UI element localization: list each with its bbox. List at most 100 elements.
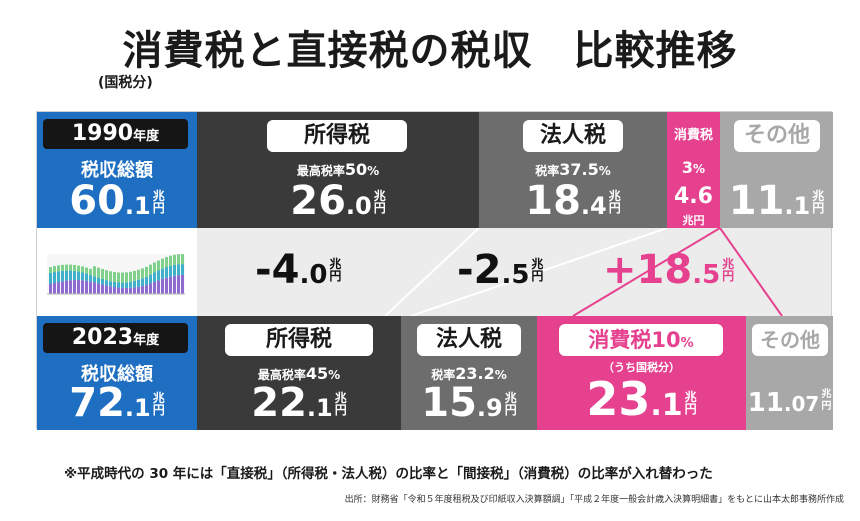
mini-chart-bar-segment (149, 274, 152, 284)
income-2023-rate: 最高税率45% (197, 364, 401, 383)
mini-chart-bar-segment (93, 282, 96, 294)
corp-connector-right (410, 228, 668, 316)
mini-chart-bar-segment (77, 280, 80, 294)
corp-1990-rate: 税率37.5% (479, 160, 667, 179)
consumption-1990-rate-unit: % (693, 162, 706, 176)
consumption-2023-value: 23.1 兆円 (537, 372, 746, 426)
other-2023-dec: .07 (783, 392, 820, 416)
corp-1990-rate-unit: % (598, 164, 611, 178)
mini-chart-bar-segment (77, 265, 80, 272)
total-2023-label: 税収総額 (81, 364, 153, 385)
mini-chart-bar-segment (153, 281, 156, 294)
mini-chart-bar-segment (133, 287, 136, 294)
mini-chart-bar-segment (153, 262, 156, 273)
mini-chart-bar-segment (69, 264, 72, 271)
consumption-2023-cell: 消費税10% （うち国税分） 23.1 兆円 (537, 316, 746, 430)
mini-chart-bar-segment (181, 254, 184, 265)
total-1990-value: 60.1 兆円 (37, 178, 197, 224)
unit-label: 兆円 (152, 391, 165, 417)
corp-1990-dec: .4 (580, 192, 607, 220)
year-1990-suffix: 年度 (133, 129, 160, 144)
consumption-2023-int: 23 (586, 372, 651, 426)
mini-chart-bar-segment (49, 273, 52, 284)
unit-label: 兆円 (684, 390, 697, 416)
mini-chart-bar-segment (65, 264, 68, 271)
consumption-change-int: +18 (603, 247, 693, 293)
mini-chart-bar-segment (85, 280, 88, 294)
mini-chart-bar-segment (173, 275, 176, 294)
mini-chart-bar-segment (109, 281, 112, 287)
mini-chart-bar-segment (169, 276, 172, 294)
mini-chart-bar-segment (141, 268, 144, 279)
consumption-1990-rate: 3% (667, 158, 720, 177)
mini-chart-bar-segment (129, 281, 132, 288)
year-2023-suffix: 年度 (133, 333, 160, 348)
consumption-change-dec: .5 (692, 260, 721, 290)
mini-chart-bar-segment (177, 275, 180, 294)
other-1990-cell: その他 11.1 兆円 (720, 112, 833, 228)
consumption-2023-rate-value: 10 (651, 328, 681, 352)
mini-chart-bar-segment (157, 270, 160, 281)
unit-label: 兆円 (329, 257, 342, 283)
mini-chart-bar-segment (73, 270, 76, 281)
mini-chart-bar-segment (137, 269, 140, 280)
mini-chart-bar-segment (105, 280, 108, 286)
mini-chart-cell (37, 228, 197, 316)
unit-label: 兆円 (334, 391, 347, 417)
other-1990-int: 11 (728, 178, 785, 224)
income-2023-cell: 所得税 最高税率45% 22.1 兆円 (197, 316, 401, 430)
corp-2023-dec: .9 (476, 394, 503, 422)
mini-chart-bar-segment (113, 282, 116, 288)
income-1990-cell: 所得税 最高税率50% 26.0 兆円 (197, 112, 479, 228)
mini-chart-bar-segment (177, 264, 180, 276)
mini-chart-bar-segment (101, 284, 104, 294)
total-2023-value: 72.1 兆円 (37, 380, 197, 426)
corp-2023-cell: 法人税 税率23.2% 15.9 兆円 (401, 316, 537, 430)
mini-chart-bar-segment (113, 272, 116, 283)
page-title: 消費税と直接税の税収 比較推移 (122, 28, 738, 74)
unit-label: 兆円 (608, 189, 621, 215)
mini-chart-bar-segment (57, 282, 60, 294)
mini-chart-bar-segment (173, 254, 176, 265)
consumption-1990-cell: 消費税 3% 4.6 兆円 (667, 112, 720, 228)
mini-chart-bar-segment (149, 264, 152, 275)
mini-chart-bar-segment (89, 281, 92, 294)
income-2023-dec: .1 (306, 394, 333, 422)
flow-connector-lines (384, 228, 783, 316)
total-1990-cell: 1990年度 税収総額 60.1 兆円 (37, 112, 197, 228)
corp-1990-rate-value: 37.5 (559, 160, 599, 179)
income-change: -4.0 兆円 (255, 247, 341, 293)
corp-2023-rate-label: 税率 (431, 368, 456, 382)
mini-chart-bar-segment (169, 265, 172, 277)
unit-label: 兆円 (722, 257, 735, 283)
other-2023-cell: その他 11.07 兆円 (746, 316, 833, 430)
consumption-2023-note: （うち国税分） (603, 361, 680, 374)
consumption-1990-label: 消費税 (673, 128, 713, 143)
income-1990-dec: .0 (345, 192, 372, 220)
corp-connector-left (384, 228, 480, 316)
consumption-connector-left (572, 228, 721, 316)
mini-chart-bar-segment (145, 285, 148, 294)
income-1990-rate: 最高税率50% (197, 160, 479, 179)
unit-label: 兆円 (531, 257, 544, 283)
mini-chart-bar-segment (165, 267, 168, 278)
unit-label: 兆円 (152, 189, 165, 215)
mini-chart-bar-segment (49, 267, 52, 273)
mini-chart-bar-segment (97, 283, 100, 294)
mini-chart-bar-segment (89, 274, 92, 282)
unit-label: 兆円 (682, 214, 705, 227)
mini-chart-bar-segment (129, 271, 132, 282)
total-1990-int: 60 (69, 178, 125, 224)
total-1990-dec: .1 (124, 192, 151, 220)
mini-chart-bar-segment (145, 266, 148, 277)
other-2023-int: 11 (747, 388, 784, 418)
mini-chart-bar-segment (181, 274, 184, 294)
mini-chart-bar-segment (113, 287, 116, 294)
consumption-connector-right (719, 228, 783, 316)
consumption-2023-label: 消費税 (588, 328, 652, 352)
mini-chart-bar-segment (153, 272, 156, 282)
income-1990-value: 26.0 兆円 (197, 178, 479, 224)
mini-chart-bar-segment (61, 270, 64, 282)
income-2023-value: 22.1 兆円 (197, 380, 401, 426)
mini-chart-bar-segment (93, 266, 96, 277)
